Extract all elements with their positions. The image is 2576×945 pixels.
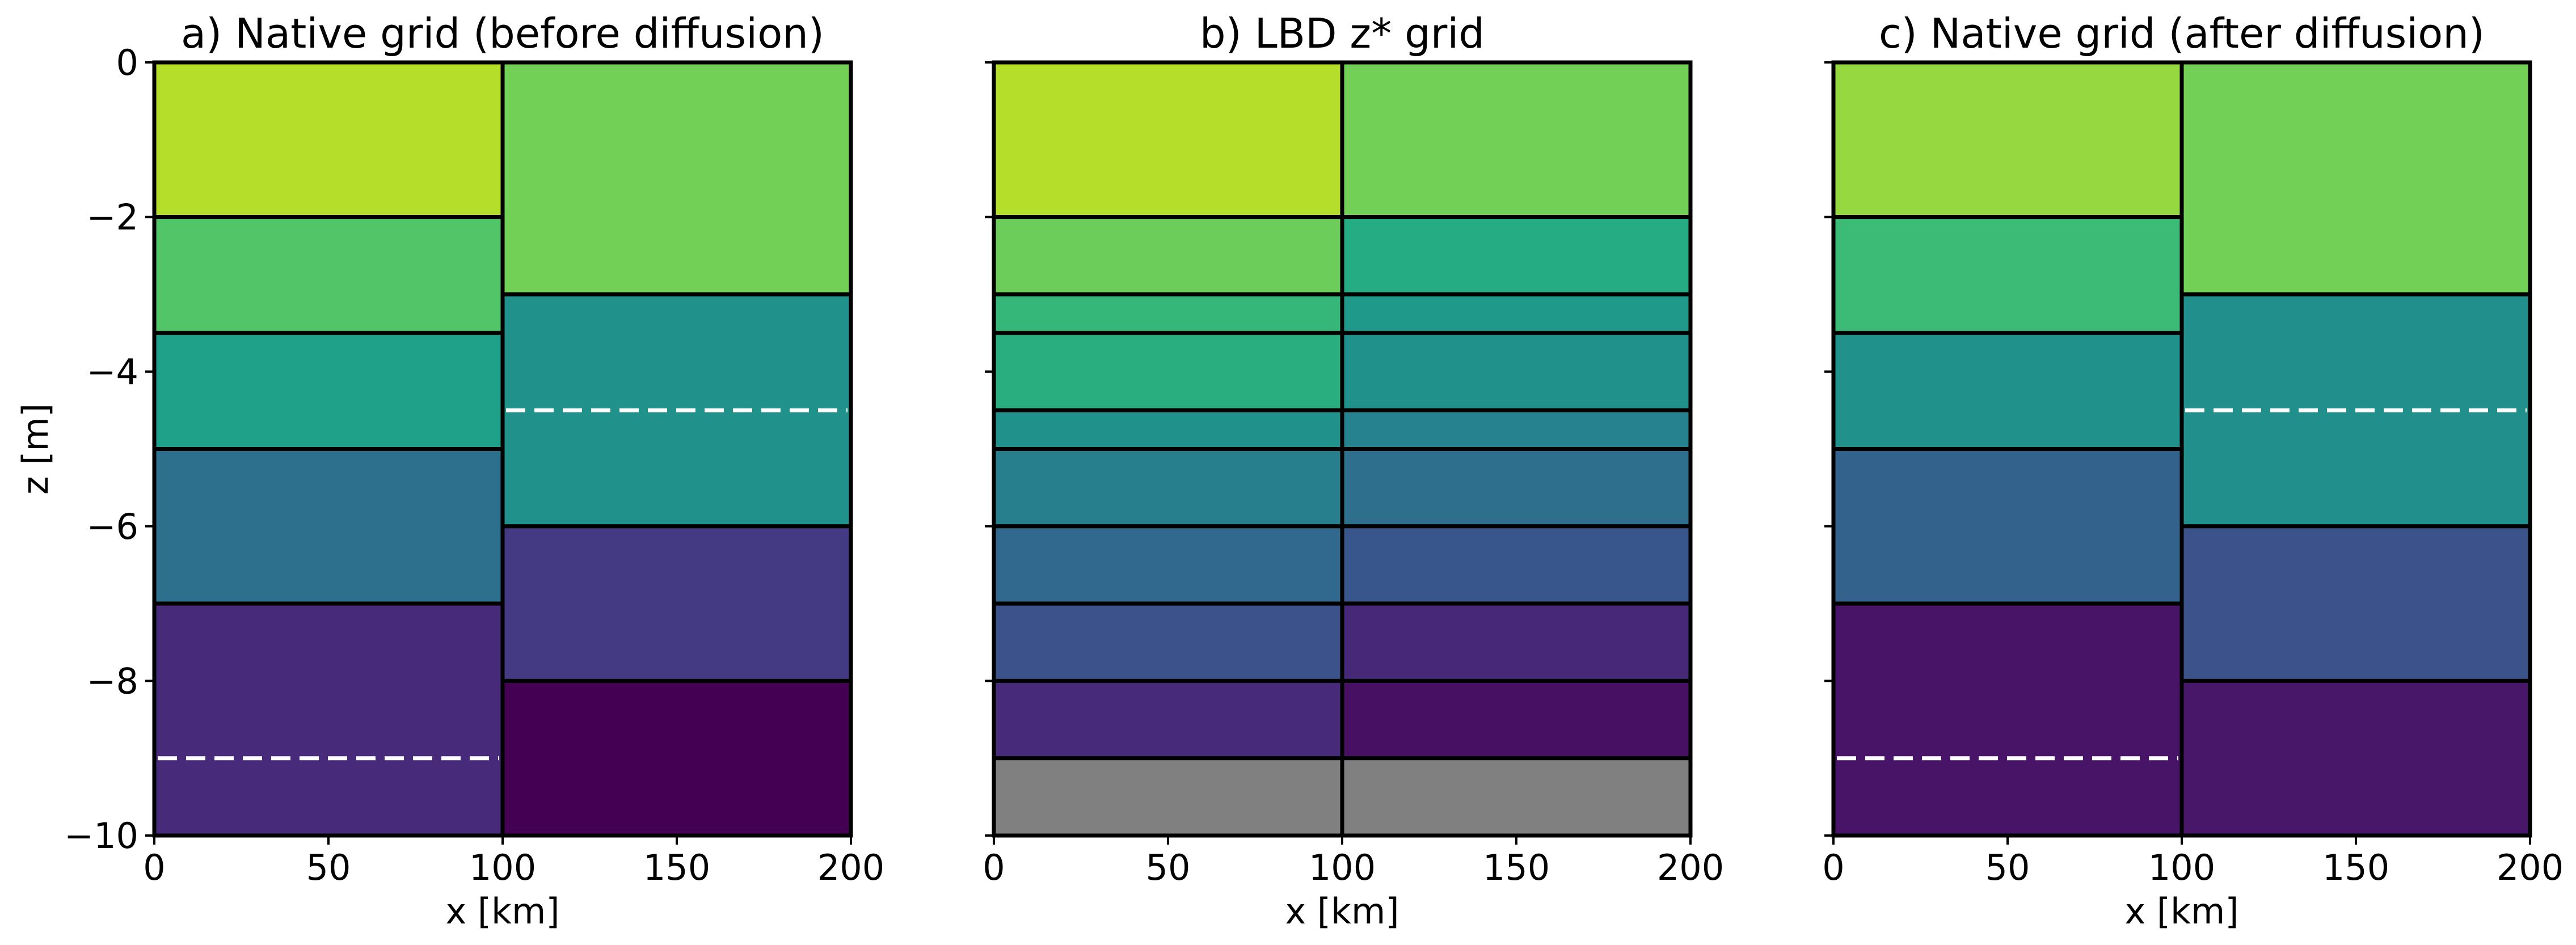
x-tick-label: 0 bbox=[143, 847, 165, 888]
x-tick-label: 100 bbox=[469, 847, 536, 888]
cell-0-0-4 bbox=[152, 601, 505, 838]
cell-1-1-4 bbox=[1340, 408, 1693, 451]
cell-1-0-4 bbox=[992, 408, 1344, 451]
cell-2-0-3 bbox=[1831, 447, 2184, 606]
y-tick-label: −8 bbox=[87, 660, 138, 702]
x-tick-label: 100 bbox=[2148, 847, 2215, 888]
cell-2-1-0 bbox=[2179, 60, 2532, 297]
x-tick-label: 150 bbox=[2322, 847, 2389, 888]
x-tick-label: 200 bbox=[817, 847, 884, 888]
x-tick-label: 200 bbox=[1657, 847, 1724, 888]
x-tick-label: 200 bbox=[2497, 847, 2564, 888]
cell-1-1-6 bbox=[1340, 524, 1693, 606]
x-tick-label: 50 bbox=[1985, 847, 2030, 888]
chart-title: a) Native grid (before diffusion) bbox=[181, 10, 824, 57]
cell-0-1-0 bbox=[500, 60, 853, 297]
cell-1-0-2 bbox=[992, 292, 1344, 335]
cell-1-0-0 bbox=[992, 60, 1344, 220]
cell-0-0-2 bbox=[152, 331, 505, 451]
x-tick-label: 150 bbox=[1483, 847, 1550, 888]
cell-1-1-0 bbox=[1340, 60, 1693, 220]
x-tick-label: 150 bbox=[643, 847, 710, 888]
cell-2-1-3 bbox=[2179, 678, 2532, 838]
cell-0-1-2 bbox=[500, 524, 853, 683]
x-axis-label: x [km] bbox=[445, 891, 559, 932]
cell-2-0-1 bbox=[1831, 215, 2184, 335]
cell-2-1-2 bbox=[2179, 524, 2532, 683]
y-tick-label: −2 bbox=[87, 197, 138, 238]
cell-1-1-9 bbox=[1340, 756, 1693, 838]
chart-panel-1: 0 50 100 150 200 b) LBD z* grid x [km] bbox=[983, 10, 1724, 932]
cell-1-0-9 bbox=[992, 756, 1344, 838]
chart-panel-0: 0 50 100 150 200 0 −2 −4 −6 −8 −10 a) Native grid (… bbox=[15, 10, 884, 932]
x-tick-label: 0 bbox=[1822, 847, 1844, 888]
y-tick-label: 0 bbox=[116, 42, 138, 83]
chart-panel-2: 0 50 100 150 200 c) Native grid (after diffus… bbox=[1822, 10, 2564, 932]
cell-0-0-3 bbox=[152, 447, 505, 606]
x-tick-label: 50 bbox=[1146, 847, 1191, 888]
x-tick-label: 0 bbox=[983, 847, 1005, 888]
cell-1-1-8 bbox=[1340, 678, 1693, 761]
y-tick-label: −10 bbox=[64, 815, 138, 857]
x-axis-label: x [km] bbox=[2124, 891, 2238, 932]
chart-title: b) LBD z* grid bbox=[1200, 10, 1485, 57]
cell-0-0-1 bbox=[152, 215, 505, 335]
cell-2-0-0 bbox=[1831, 60, 2184, 220]
cell-2-0-4 bbox=[1831, 601, 2184, 838]
cell-1-0-5 bbox=[992, 447, 1344, 529]
y-tick-label: −6 bbox=[87, 506, 138, 547]
cell-0-0-0 bbox=[152, 60, 505, 220]
cell-1-1-1 bbox=[1340, 215, 1693, 297]
cell-1-0-3 bbox=[992, 331, 1344, 412]
cell-1-0-8 bbox=[992, 678, 1344, 761]
y-axis-label: z [m] bbox=[15, 403, 56, 495]
cell-1-0-1 bbox=[992, 215, 1344, 297]
cell-1-0-6 bbox=[992, 524, 1344, 606]
cell-1-1-7 bbox=[1340, 601, 1693, 683]
cell-1-1-3 bbox=[1340, 331, 1693, 412]
x-tick-label: 100 bbox=[1309, 847, 1376, 888]
cell-0-1-3 bbox=[500, 678, 853, 838]
cell-1-1-5 bbox=[1340, 447, 1693, 529]
cell-2-0-2 bbox=[1831, 331, 2184, 451]
cell-1-1-2 bbox=[1340, 292, 1693, 335]
x-axis-label: x [km] bbox=[1285, 891, 1399, 932]
chart-title: c) Native grid (after diffusion) bbox=[1879, 10, 2485, 57]
cell-1-0-7 bbox=[992, 601, 1344, 683]
y-tick-label: −4 bbox=[87, 351, 138, 393]
x-tick-label: 50 bbox=[306, 847, 351, 888]
